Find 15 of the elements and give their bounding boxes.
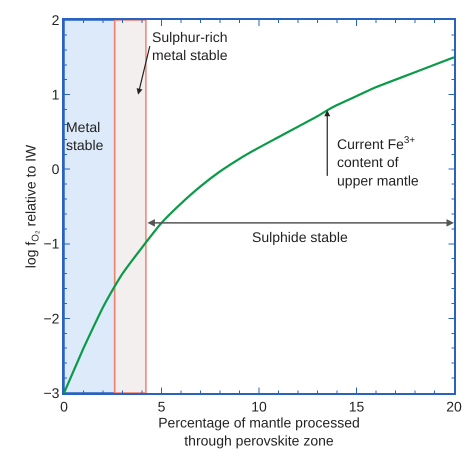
x-tick-label: 20 xyxy=(446,398,462,415)
band-label: Metal stable xyxy=(66,119,104,154)
x-tick-label: 15 xyxy=(348,398,364,415)
annotation: Current Fe$^{3+}$ content of upper mantle xyxy=(337,135,419,188)
y-tick-label: 2 xyxy=(52,12,60,28)
y-tick-label: −2 xyxy=(43,310,60,326)
y-tick-label: −1 xyxy=(43,236,60,252)
band-label: Sulphur-rich metal stable xyxy=(152,29,228,64)
x-axis-title: Percentage of mantle processed through perovskite zone xyxy=(158,414,360,449)
x-tick-label: 5 xyxy=(158,398,166,415)
y-tick-label: 1 xyxy=(52,86,60,102)
y-tick-label: 0 xyxy=(52,161,60,178)
y-tick-label: −3 xyxy=(43,384,60,401)
x-tick-label: 10 xyxy=(251,398,267,415)
annotation: Sulphide stable xyxy=(252,229,348,245)
